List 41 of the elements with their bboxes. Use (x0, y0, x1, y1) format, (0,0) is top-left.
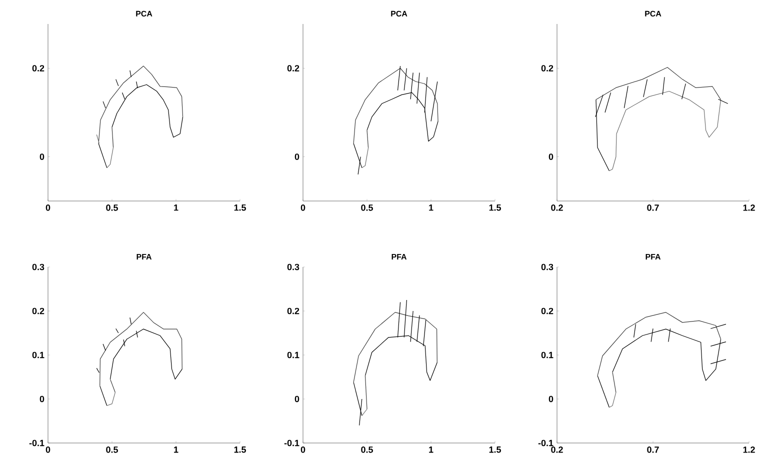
y-tick-label: 0 (40, 154, 44, 160)
x-tick-label: 1.5 (489, 446, 501, 453)
y-tick-label: 0.2 (541, 308, 554, 314)
x-tick-label: 0.5 (106, 446, 118, 453)
x-tick-label: 1 (174, 446, 178, 453)
x-tick-label: 0 (46, 204, 50, 211)
x-tick-label: 0.7 (647, 446, 659, 453)
x-tick-label: 1.5 (234, 204, 246, 211)
y-tick-label: 0 (294, 396, 300, 402)
y-tick-label: 0.3 (287, 264, 300, 270)
y-tick-label: 0.1 (541, 352, 554, 358)
x-tick-label: 1.5 (234, 446, 246, 453)
x-tick-label: 1.2 (743, 204, 755, 211)
y-tick-label: 0.2 (541, 65, 554, 72)
y-tick-label: 0 (294, 154, 300, 160)
x-tick-label: 1.2 (743, 446, 755, 453)
y-tick-label: 0 (40, 396, 44, 402)
x-tick-label: 0.5 (361, 204, 373, 211)
y-tick-label: 0.1 (287, 352, 300, 358)
x-tick-label: 0 (300, 446, 306, 453)
y-tick-label: 0 (548, 154, 554, 160)
x-tick-label: 1.5 (489, 204, 501, 211)
x-tick-label: 1 (429, 446, 434, 453)
y-tick-label: 0.3 (541, 264, 554, 270)
y-tick-label: -0.1 (284, 440, 300, 446)
x-tick-label: 0 (46, 446, 50, 453)
x-tick-label: 1 (429, 204, 434, 211)
y-tick-label: 0.2 (32, 308, 44, 314)
y-tick-label: 0.2 (32, 65, 44, 72)
x-tick-label: 0 (300, 204, 306, 211)
y-tick-label: 0 (548, 396, 554, 402)
y-tick-label: 0.1 (32, 352, 44, 358)
y-tick-label: -0.1 (29, 440, 44, 446)
y-tick-label: 0.3 (32, 264, 44, 270)
y-tick-label: 0.2 (287, 65, 300, 72)
x-tick-label: 0.5 (106, 204, 118, 211)
y-tick-label: 0.2 (287, 308, 300, 314)
y-tick-label: -0.1 (538, 440, 554, 446)
x-tick-label: 0.5 (361, 446, 373, 453)
x-tick-label: 0.7 (647, 204, 659, 211)
x-tick-label: 1 (174, 204, 178, 211)
